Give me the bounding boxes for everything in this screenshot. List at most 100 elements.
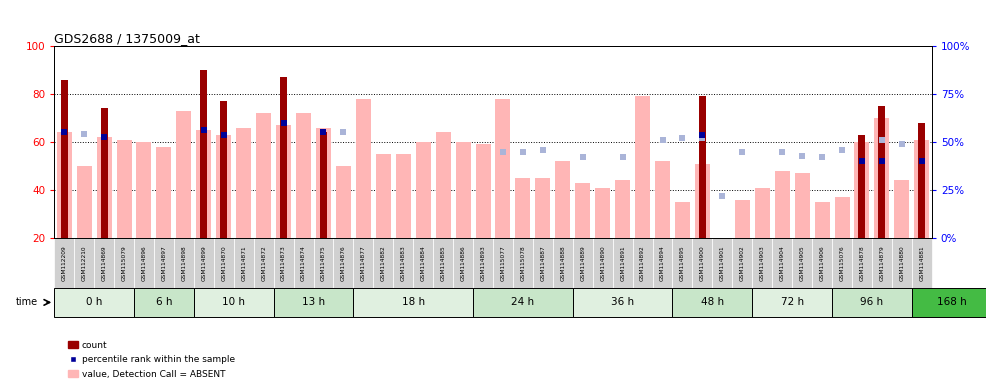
Bar bbox=[276, 125, 291, 238]
Bar bbox=[54, 238, 74, 288]
Text: GSM114893: GSM114893 bbox=[480, 245, 485, 281]
Bar bbox=[852, 238, 872, 288]
Text: GSM114903: GSM114903 bbox=[760, 245, 765, 281]
Bar bbox=[612, 238, 633, 288]
Bar bbox=[353, 288, 473, 317]
Bar bbox=[376, 154, 390, 238]
Bar bbox=[615, 180, 630, 238]
Bar bbox=[596, 188, 610, 238]
Bar bbox=[513, 238, 532, 288]
Bar bbox=[859, 135, 866, 238]
Text: 10 h: 10 h bbox=[222, 297, 246, 308]
Text: GSM114899: GSM114899 bbox=[201, 245, 206, 281]
Text: 18 h: 18 h bbox=[401, 297, 425, 308]
Text: 96 h: 96 h bbox=[861, 297, 883, 308]
Bar bbox=[812, 238, 832, 288]
Bar bbox=[792, 238, 812, 288]
Text: GSM114871: GSM114871 bbox=[242, 245, 246, 281]
Bar bbox=[214, 238, 234, 288]
Bar bbox=[875, 118, 889, 238]
Text: GSM114890: GSM114890 bbox=[600, 245, 605, 281]
Bar bbox=[320, 132, 327, 238]
Bar bbox=[795, 173, 810, 238]
Bar bbox=[294, 238, 314, 288]
Text: GSM114895: GSM114895 bbox=[680, 245, 685, 281]
Text: GSM112210: GSM112210 bbox=[82, 245, 87, 281]
Bar bbox=[196, 130, 211, 238]
Text: GSM114880: GSM114880 bbox=[899, 245, 904, 281]
Text: GSM114870: GSM114870 bbox=[221, 245, 226, 281]
Bar bbox=[855, 142, 870, 238]
Bar bbox=[216, 135, 232, 238]
Bar bbox=[416, 142, 431, 238]
Text: 168 h: 168 h bbox=[937, 297, 966, 308]
Bar bbox=[912, 288, 986, 317]
Text: GSM114900: GSM114900 bbox=[700, 245, 705, 281]
Bar bbox=[176, 111, 191, 238]
Text: GSM114898: GSM114898 bbox=[181, 245, 186, 281]
Text: GSM114905: GSM114905 bbox=[800, 245, 805, 281]
Text: 13 h: 13 h bbox=[302, 297, 325, 308]
Bar bbox=[535, 178, 550, 238]
Text: GSM115078: GSM115078 bbox=[521, 245, 526, 281]
Text: GSM112209: GSM112209 bbox=[62, 245, 67, 281]
Text: GSM115079: GSM115079 bbox=[121, 245, 126, 281]
Text: 36 h: 36 h bbox=[611, 297, 634, 308]
Text: GSM114882: GSM114882 bbox=[381, 245, 386, 281]
Bar bbox=[336, 166, 351, 238]
Text: GSM114888: GSM114888 bbox=[560, 245, 565, 281]
Bar bbox=[314, 238, 333, 288]
Bar bbox=[832, 238, 852, 288]
Text: GSM114889: GSM114889 bbox=[580, 245, 586, 281]
Bar bbox=[413, 238, 433, 288]
Text: GSM115076: GSM115076 bbox=[839, 245, 845, 281]
Text: GSM114906: GSM114906 bbox=[819, 245, 824, 281]
Text: GSM114876: GSM114876 bbox=[341, 245, 346, 281]
Text: GSM114897: GSM114897 bbox=[162, 245, 167, 281]
Bar bbox=[237, 127, 251, 238]
Bar bbox=[296, 113, 311, 238]
Bar bbox=[61, 79, 68, 238]
Bar bbox=[672, 288, 752, 317]
Bar bbox=[775, 171, 790, 238]
Bar bbox=[234, 238, 253, 288]
Text: GSM114883: GSM114883 bbox=[400, 245, 406, 281]
Bar bbox=[695, 164, 710, 238]
Bar bbox=[134, 238, 154, 288]
Bar bbox=[454, 238, 473, 288]
Text: GSM114904: GSM114904 bbox=[780, 245, 785, 281]
Bar bbox=[712, 238, 733, 288]
Text: GSM114874: GSM114874 bbox=[301, 245, 306, 281]
Text: GSM114873: GSM114873 bbox=[281, 245, 286, 281]
Bar bbox=[672, 238, 692, 288]
Bar bbox=[715, 238, 730, 279]
Bar bbox=[200, 70, 207, 238]
Bar bbox=[433, 238, 454, 288]
Bar bbox=[752, 238, 772, 288]
Bar bbox=[74, 238, 94, 288]
Text: GSM115077: GSM115077 bbox=[501, 245, 506, 281]
Bar bbox=[532, 238, 553, 288]
Bar bbox=[633, 238, 653, 288]
Bar bbox=[136, 142, 152, 238]
Bar bbox=[733, 238, 752, 288]
Text: GSM114885: GSM114885 bbox=[441, 245, 446, 281]
Bar bbox=[635, 96, 650, 238]
Text: GSM114872: GSM114872 bbox=[261, 245, 266, 281]
Bar bbox=[918, 123, 925, 238]
Text: GSM114879: GSM114879 bbox=[880, 245, 884, 281]
Bar bbox=[516, 178, 530, 238]
Bar bbox=[353, 238, 374, 288]
Bar bbox=[655, 161, 670, 238]
Bar bbox=[194, 238, 214, 288]
Bar bbox=[892, 238, 912, 288]
Text: GDS2688 / 1375009_at: GDS2688 / 1375009_at bbox=[54, 32, 200, 45]
Bar bbox=[114, 238, 134, 288]
Bar bbox=[754, 188, 770, 238]
Text: GSM114881: GSM114881 bbox=[919, 245, 924, 281]
Bar bbox=[879, 106, 885, 238]
Bar bbox=[154, 238, 174, 288]
Bar bbox=[872, 238, 892, 288]
Bar bbox=[473, 238, 493, 288]
Text: 6 h: 6 h bbox=[156, 297, 173, 308]
